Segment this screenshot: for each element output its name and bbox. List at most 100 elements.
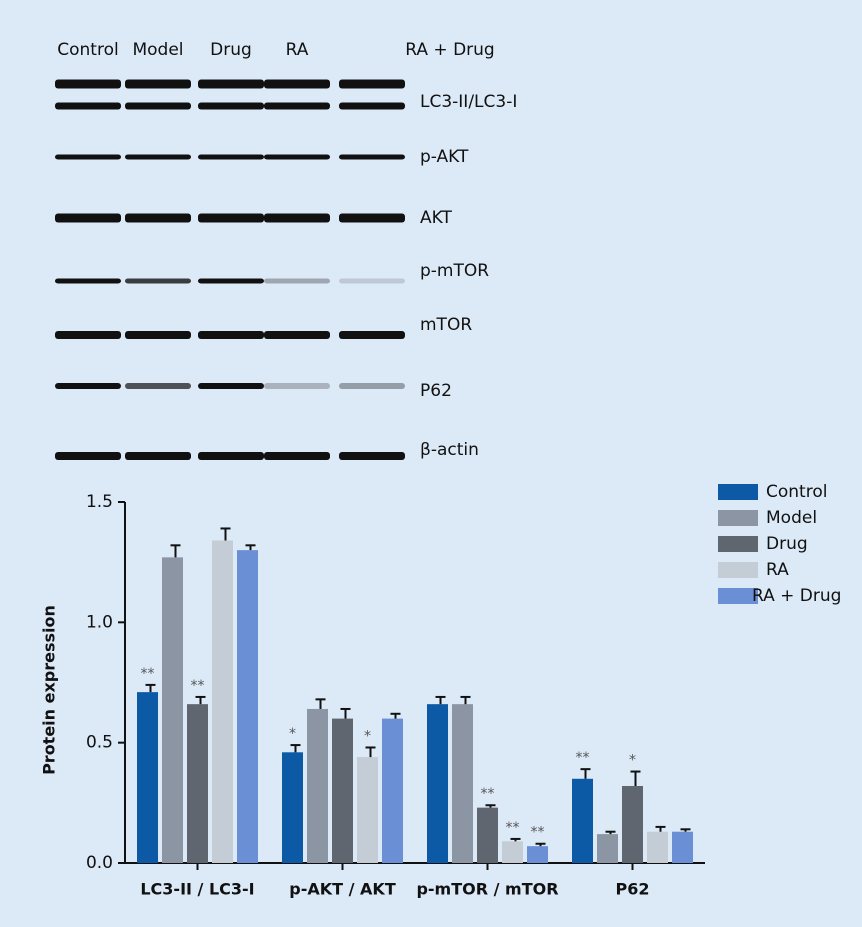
bar [282,752,303,863]
blot-band [55,279,121,284]
blot-band [125,383,191,389]
band-label: p-AKT [420,147,469,167]
lane-label: Control [57,40,118,60]
figure: Protein expression Control Model Drug RA RA … [0,0,862,927]
significance: * [289,726,296,742]
blot-band [339,103,405,110]
x-tick-label: p-AKT / AKT [289,880,396,899]
x-tick-label: P62 [616,880,650,899]
legend-label: Model [766,508,817,528]
significance: ** [141,666,155,682]
blot-band [198,452,264,460]
lane-label: Drug [210,40,252,60]
blot-band [55,155,121,160]
y-tick-label: 1.0 [86,612,113,632]
blot-band [339,452,405,460]
blot-band [125,279,191,284]
blot-band [55,331,121,339]
blot-band [125,331,191,339]
bar [187,704,208,863]
band-label: β-actin [420,440,479,460]
bar [307,709,328,863]
bar [162,557,183,863]
legend-label: RA [766,560,789,580]
legend-label: Drug [766,534,808,554]
blot-band [55,452,121,460]
bar [452,704,473,863]
blot-band [198,155,264,160]
blot-band [339,331,405,339]
blot-band [339,279,405,284]
y-tick-label: 0.0 [86,853,113,873]
blot-band [55,103,121,110]
x-tick-label: p-mTOR / mTOR [416,880,558,899]
bar [477,808,498,863]
bar [427,704,448,863]
bar [672,832,693,863]
bar [382,719,403,863]
significance: ** [576,750,590,766]
blot-band [198,279,264,284]
band-label: LC3-II/LC3-I [420,92,517,112]
blot-band [125,103,191,110]
blot-band [264,80,330,89]
bar [502,841,523,863]
significance: ** [531,825,545,841]
blot-band [198,383,264,389]
blot-band [339,80,405,89]
legend-swatch [718,562,758,578]
legend-label: Control [766,482,827,502]
significance: ** [481,786,495,802]
bar [357,757,378,863]
significance: ** [191,678,205,694]
legend-swatch [718,510,758,526]
lane-label: RA + Drug [405,40,494,60]
significance: ** [506,820,520,836]
blot-band [125,155,191,160]
blot-band [125,214,191,223]
blot-band [55,383,121,389]
blot-band [264,155,330,160]
blot-band [339,214,405,223]
bar [572,779,593,863]
x-tick-label: LC3-II / LC3-I [140,880,254,899]
band-label: P62 [420,381,452,401]
bar [622,786,643,863]
band-label: mTOR [420,315,472,335]
blot-band [264,331,330,339]
legend-label: RA + Drug [752,586,841,606]
blot-band [339,383,405,389]
blot-band [264,103,330,110]
y-tick-label: 0.5 [86,733,113,753]
legend-swatch [718,536,758,552]
band-label: p-mTOR [420,261,489,281]
blot-band [264,452,330,460]
bar [332,719,353,863]
blot-band [198,331,264,339]
blot-band [55,214,121,223]
bar [527,846,548,863]
blot-band [264,279,330,284]
bar [597,834,618,863]
blot-band [198,103,264,110]
blot-band [264,383,330,389]
blot-band [264,214,330,223]
y-axis-label: Protein expression [40,605,59,775]
blot-band [55,80,121,89]
blot-band [125,452,191,460]
blot-band [125,80,191,89]
legend-swatch [718,484,758,500]
bar [212,541,233,863]
significance: * [364,728,371,744]
significance: * [629,753,636,769]
y-tick-label: 1.5 [86,492,113,512]
bar [647,832,668,863]
lane-label: RA [286,40,309,60]
blot-band [198,80,264,89]
lane-label: Model [132,40,183,60]
bar [137,692,158,863]
bar [237,550,258,863]
blot-band [198,214,264,223]
blot-band [339,155,405,160]
band-label: AKT [420,208,452,228]
